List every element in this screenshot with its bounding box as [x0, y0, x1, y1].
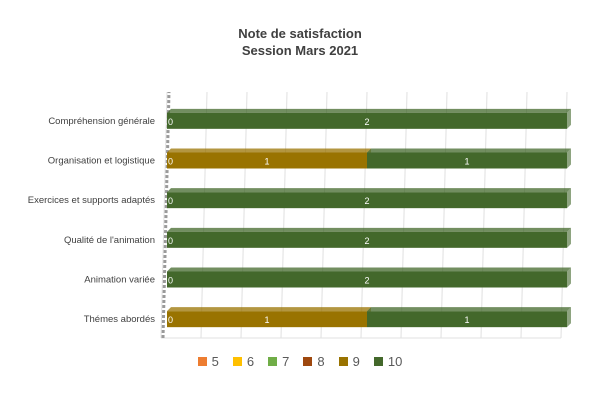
gridline	[520, 91, 528, 339]
legend-label: 6	[246, 354, 255, 369]
gridline	[480, 91, 488, 339]
gridline	[240, 91, 248, 339]
bar-side-face	[567, 307, 571, 328]
legend-item: 10	[373, 354, 403, 369]
data-label-zero: 0	[168, 117, 173, 127]
legend-item: 8	[303, 354, 325, 369]
gridline	[280, 91, 288, 339]
bar-top-face	[167, 148, 371, 153]
bar-side-face	[567, 108, 571, 129]
bar-segment-9	[167, 152, 367, 169]
data-label: 2	[364, 117, 369, 127]
gridline	[400, 91, 408, 339]
legend-label: 9	[352, 354, 360, 369]
legend-swatch	[197, 357, 207, 366]
legend-swatch	[373, 357, 383, 366]
data-label: 2	[364, 196, 369, 206]
gridline	[320, 91, 328, 339]
y-axis-wall	[161, 91, 171, 339]
bar-side-face	[567, 227, 571, 248]
legend-swatch	[232, 357, 242, 366]
gridline	[200, 91, 208, 339]
data-label: 1	[264, 157, 269, 167]
category-label: Exercices et supports adaptés	[28, 195, 156, 206]
legend-swatch	[268, 357, 278, 366]
legend-label: 5	[211, 354, 219, 369]
category-label: Compréhension générale	[48, 116, 155, 127]
bar-top-face	[167, 108, 571, 113]
bar-top-face	[367, 307, 571, 312]
legend-swatch	[338, 357, 348, 366]
legend-item: 5	[197, 354, 219, 369]
category-label: Animation variée	[84, 275, 155, 286]
category-label: Thémes abordés	[84, 314, 156, 325]
gridline	[440, 91, 448, 339]
data-label-zero: 0	[168, 157, 173, 167]
gridline	[360, 91, 368, 339]
bar-top-face	[367, 148, 571, 153]
bar-segment-10	[167, 192, 567, 209]
bar-segment-9	[167, 311, 367, 328]
bar-side-face	[567, 188, 571, 209]
legend-label: 10	[387, 354, 403, 369]
data-label: 2	[364, 276, 369, 286]
category-label: Qualité de l'animation	[64, 235, 155, 246]
category-label: Organisation et logistique	[48, 156, 155, 167]
bar-top-face	[167, 307, 371, 312]
data-label: 1	[464, 315, 469, 325]
chart-subtitle: Session Mars 2021	[241, 43, 359, 58]
bar-segment-10	[367, 152, 567, 169]
bar-top-face	[167, 188, 571, 193]
bar-side-face	[567, 267, 571, 288]
bar-top-face	[167, 227, 571, 232]
data-label: 1	[264, 315, 269, 325]
chart-title: Note de satisfaction	[238, 26, 362, 41]
bar-segment-10	[167, 112, 567, 129]
data-label-zero: 0	[168, 276, 173, 286]
legend-label: 8	[317, 354, 325, 369]
data-label-zero: 0	[168, 315, 173, 325]
bar-segment-10	[167, 271, 567, 288]
gridline	[560, 91, 568, 339]
legend-item: 6	[232, 354, 255, 369]
legend-item: 9	[338, 354, 360, 369]
gridline	[160, 91, 168, 339]
bar-segment-10	[367, 311, 567, 328]
data-label: 2	[364, 236, 369, 246]
bar-top-face	[167, 267, 571, 272]
data-label-zero: 0	[168, 236, 173, 246]
bar-side-face	[567, 148, 571, 169]
legend-item: 7	[268, 354, 289, 369]
legend: 5 6 7 8 9 10	[0, 354, 600, 369]
data-label: 1	[464, 157, 469, 167]
data-label-zero: 0	[168, 196, 173, 206]
legend-label: 7	[282, 354, 290, 369]
legend-swatch	[303, 357, 313, 366]
bar-segment-10	[167, 231, 567, 248]
